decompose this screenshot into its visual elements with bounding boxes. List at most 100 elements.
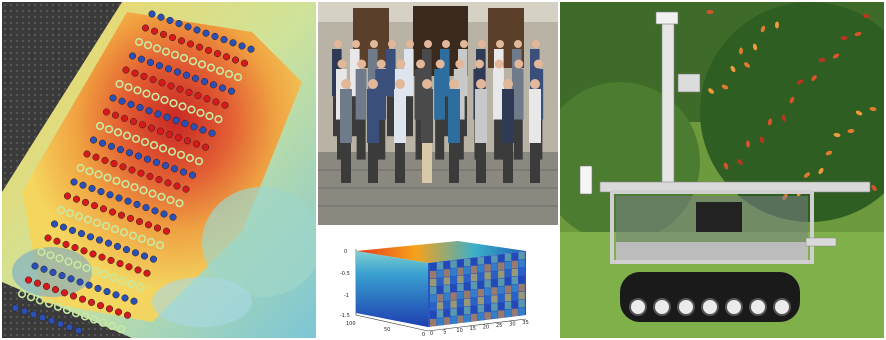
volume-cell [504,285,512,294]
sample-marker [89,136,98,144]
sample-marker [179,53,189,63]
person [355,59,367,160]
heatmap-illustration [2,2,316,338]
group-photo [318,2,558,225]
volume-cell [484,288,491,296]
person [414,59,426,160]
x-tick-5: 25 [496,323,502,329]
sample-marker [238,42,246,50]
volume-cell [491,303,498,311]
sample-marker [105,305,114,313]
sample-marker [143,155,152,163]
leaf [774,21,780,29]
sample-marker [77,230,86,238]
sample-marker [247,45,255,53]
sample-marker [58,272,66,280]
volume-cell [518,275,525,284]
sample-marker [80,312,90,321]
volume-cell [436,294,444,302]
sample-marker [31,262,39,270]
sample-marker [146,237,156,247]
sample-marker [115,79,124,89]
volume-cell [443,261,450,269]
sample-marker [221,101,229,109]
sample-marker [72,195,81,203]
leaf [737,159,743,165]
sample-marker [131,69,139,77]
volume-cell [498,302,505,310]
cool-patch [202,187,316,297]
sample-marker [178,102,187,111]
sample-marker [137,169,145,177]
sample-marker [47,317,56,325]
sample-marker [145,107,153,115]
sample-marker [215,66,225,75]
x-tick-labels: 0 5 10 15 20 25 30 35 [430,320,529,337]
x-tick-6: 30 [509,321,515,327]
sample-marker [135,218,144,226]
x-tick-0: 0 [430,331,433,337]
sample-marker [122,66,130,74]
sample-marker [101,221,111,231]
side-sensor [805,237,837,247]
volume-cell [504,261,512,270]
sample-marker [143,41,153,50]
volume-cell [457,267,464,275]
sample-marker [152,158,161,166]
volume-cell [464,290,471,299]
fruit-tree-canopy [700,2,884,222]
sample-marker [113,242,122,250]
volume-cell [470,305,478,314]
volume-cell [498,286,505,294]
sample-marker [62,305,72,315]
sample-marker [204,46,213,54]
sample-marker [176,85,184,93]
track-wheel [725,298,743,316]
sample-marker [179,168,188,176]
sample-marker [98,318,108,327]
sample-marker [190,123,198,131]
sample-marker [122,131,132,140]
volume-cell [443,285,450,293]
sample-marker [71,309,81,318]
sample-marker [108,208,117,216]
sensor-mast [661,13,675,185]
volume-cell [504,301,512,310]
volume-cell [491,279,498,287]
person [394,79,406,183]
sample-marker [192,140,201,148]
sample-marker-grid [11,10,255,334]
leaf [796,79,804,85]
x-tick-3: 15 [470,326,476,332]
sample-marker [131,249,140,257]
sample-marker [82,263,91,273]
sample-marker [83,215,93,224]
sample-marker [157,13,165,21]
sample-marker [188,57,198,66]
sample-marker [140,137,150,147]
sample-marker [182,185,190,193]
sample-marker [181,120,189,128]
volume-cell [436,310,444,318]
volume-cell [504,293,512,302]
volumetric-plot: 0 -0.5 -1 -1.5 100 50 0 0 5 10 15 20 25 30 35 [318,227,558,338]
sample-marker [164,179,172,187]
volume-cell [491,287,498,295]
sample-marker [187,105,196,114]
person [512,59,524,160]
sample-marker [144,221,153,229]
sample-marker [153,224,162,232]
sample-marker [233,73,243,82]
volume-cell [430,319,437,327]
volume-cell [504,277,512,286]
sample-marker [160,95,169,105]
sample-marker [104,239,113,247]
x-tick-2: 10 [456,328,462,334]
sample-marker [134,152,143,160]
volume-cell [464,306,471,315]
sample-marker [60,289,69,297]
person [386,40,396,137]
sample-marker [70,178,78,186]
volume-cell [518,251,525,260]
volume-cell [484,272,491,280]
